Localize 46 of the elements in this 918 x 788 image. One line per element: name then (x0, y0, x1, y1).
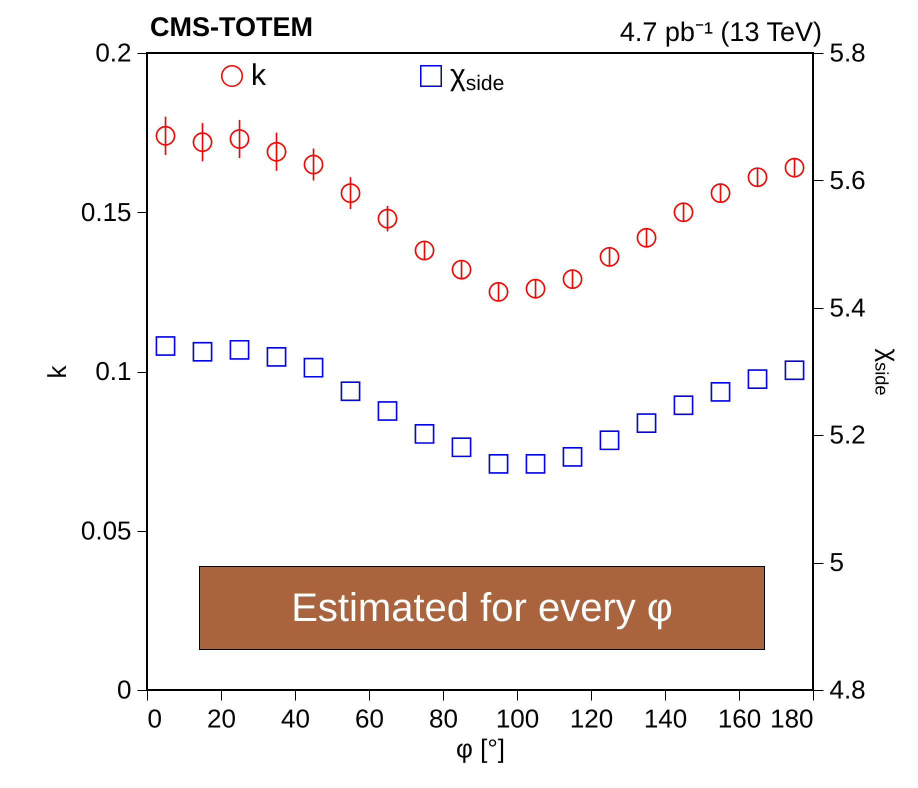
point (340, 381, 360, 402)
x-tick-label: 100 (496, 704, 540, 734)
point (304, 358, 324, 378)
point (636, 413, 656, 433)
y-tick-label: 0.2 (95, 38, 132, 68)
y-tick-label: 0.05 (80, 515, 132, 546)
point (414, 424, 434, 444)
point (156, 336, 176, 356)
text-box: Estimated for every φ (199, 566, 765, 650)
point (378, 401, 398, 421)
y2-tick-label: 5 (830, 547, 844, 578)
y-tick-label: 0.1 (95, 356, 132, 386)
legend-label: χ$_{side}$ (450, 59, 504, 96)
point (526, 454, 546, 474)
y-axis-title: k (42, 364, 72, 378)
point (748, 369, 768, 390)
x-tick-label: 0 (148, 704, 162, 734)
point (488, 454, 508, 474)
chart-subtitle: 4.7 pb⁻¹ (13 TeV) (620, 16, 822, 49)
y2-tick-label: 5.2 (830, 420, 866, 450)
y-tick-label: 0 (117, 674, 132, 704)
point (452, 437, 472, 458)
point (710, 382, 730, 402)
point (784, 360, 804, 380)
x-tick-label: 20 (207, 704, 236, 734)
x-tick-label: 180 (770, 704, 814, 734)
x-axis-title: φ [°] (456, 734, 505, 764)
x-tick-label: 80 (429, 704, 458, 734)
point (600, 430, 620, 450)
y2-tick-label: 5.6 (830, 164, 866, 195)
y-tick-label: 0.15 (80, 196, 132, 227)
point (674, 395, 694, 416)
point (192, 342, 212, 362)
point (266, 346, 286, 367)
legend-label: k (251, 59, 267, 92)
x-tick-label: 160 (718, 704, 762, 734)
chart-title: CMS-TOTEM (150, 12, 313, 43)
x-tick-label: 120 (570, 704, 614, 734)
x-tick-label: 140 (644, 704, 688, 734)
y2-tick-label: 5.8 (830, 38, 866, 68)
point (230, 340, 250, 360)
point (562, 446, 582, 467)
x-tick-label: 60 (355, 704, 384, 734)
x-tick-label: 40 (281, 704, 310, 734)
y2-tick-label: 4.8 (830, 674, 866, 704)
y2-tick-label: 5.4 (830, 292, 866, 322)
